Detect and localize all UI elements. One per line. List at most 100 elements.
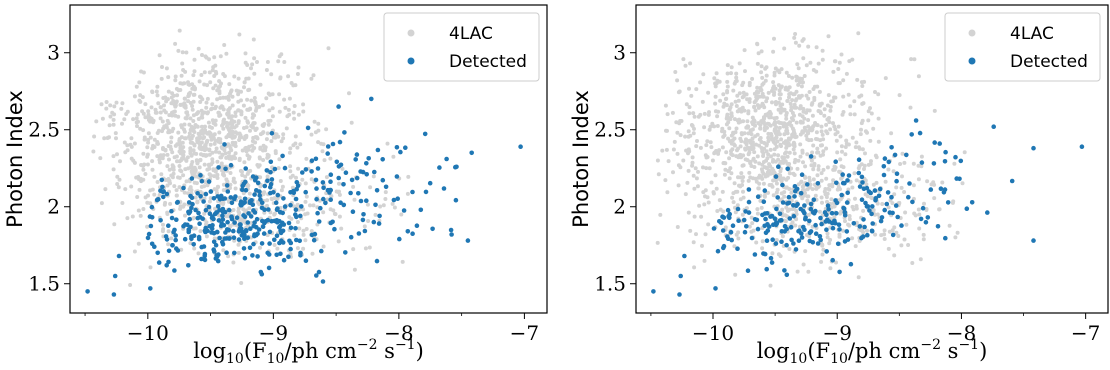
point-4lac [788, 136, 793, 141]
point-4lac [270, 114, 275, 119]
point-4lac [810, 150, 815, 155]
point-4lac [768, 164, 773, 169]
point-detected [808, 154, 814, 159]
point-detected [358, 169, 363, 174]
point-4lac [735, 203, 740, 208]
point-4lac [859, 162, 864, 167]
point-4lac [794, 105, 799, 110]
point-detected [782, 229, 787, 234]
point-detected [414, 223, 420, 228]
point-4lac [251, 121, 256, 126]
point-detected [375, 147, 381, 153]
point-4lac [700, 243, 704, 248]
point-detected [752, 252, 758, 257]
point-4lac [815, 137, 820, 142]
point-4lac [844, 138, 849, 143]
point-detected [173, 233, 178, 238]
point-detected [833, 159, 838, 164]
point-4lac [761, 94, 766, 99]
point-4lac [869, 111, 874, 116]
point-4lac [837, 169, 842, 174]
point-4lac [732, 244, 737, 249]
point-4lac [664, 147, 669, 152]
point-4lac [244, 133, 249, 138]
point-detected [879, 215, 885, 220]
point-detected [198, 194, 203, 199]
point-detected [810, 210, 816, 215]
point-detected [267, 229, 273, 235]
point-4lac [153, 107, 158, 112]
point-4lac [776, 107, 781, 112]
point-detected [248, 226, 253, 231]
point-4lac [841, 228, 845, 233]
point-4lac [841, 78, 846, 83]
point-4lac [778, 96, 782, 101]
point-detected [678, 273, 683, 279]
point-4lac [239, 112, 244, 117]
point-detected [189, 236, 194, 242]
point-4lac [737, 61, 742, 66]
point-4lac [801, 80, 805, 85]
point-4lac [233, 114, 238, 118]
point-4lac [828, 237, 833, 242]
point-4lac [921, 232, 926, 237]
point-4lac [227, 106, 232, 111]
point-4lac [787, 187, 792, 191]
point-4lac [231, 208, 236, 212]
point-4lac [277, 157, 282, 162]
point-4lac [182, 129, 187, 134]
point-4lac [103, 187, 108, 192]
point-detected [274, 207, 280, 213]
point-4lac [244, 145, 249, 150]
point-4lac [899, 243, 904, 248]
point-detected [885, 190, 891, 195]
point-4lac [166, 89, 171, 94]
y-tick-label: 2.5 [28, 118, 60, 142]
point-4lac [706, 200, 711, 205]
point-4lac [720, 189, 725, 194]
point-detected [882, 207, 887, 213]
point-4lac [301, 246, 306, 251]
point-detected [764, 238, 770, 243]
point-detected [189, 205, 194, 211]
point-4lac [770, 100, 774, 105]
point-4lac [779, 137, 784, 142]
point-4lac [185, 110, 189, 115]
point-detected [876, 193, 882, 199]
point-detected [892, 152, 898, 158]
point-4lac [699, 214, 704, 219]
point-4lac [714, 71, 719, 76]
point-detected [881, 172, 887, 178]
point-4lac [713, 84, 718, 89]
point-4lac [791, 147, 796, 152]
point-4lac [854, 204, 859, 208]
point-4lac [278, 179, 283, 183]
point-4lac [218, 105, 223, 110]
point-4lac [788, 91, 793, 96]
point-detected [303, 189, 309, 195]
point-detected [845, 178, 850, 183]
point-4lac [199, 108, 204, 113]
point-4lac [704, 143, 709, 148]
point-detected [241, 213, 246, 218]
point-4lac [713, 173, 718, 178]
point-detected [295, 183, 301, 188]
point-4lac [806, 96, 811, 101]
point-4lac [177, 138, 182, 143]
point-4lac [809, 102, 814, 107]
point-4lac [859, 121, 864, 126]
point-4lac [777, 132, 782, 137]
point-4lac [269, 139, 274, 144]
point-4lac [778, 198, 783, 203]
point-4lac [181, 153, 186, 158]
point-4lac [249, 220, 254, 225]
point-4lac [690, 160, 695, 165]
point-detected [228, 162, 234, 168]
point-detected [328, 172, 334, 177]
point-detected [813, 222, 818, 228]
point-4lac [658, 212, 663, 217]
point-detected [241, 181, 247, 187]
point-4lac [909, 57, 914, 62]
point-detected [518, 144, 523, 149]
points-4lac [91, 28, 411, 287]
